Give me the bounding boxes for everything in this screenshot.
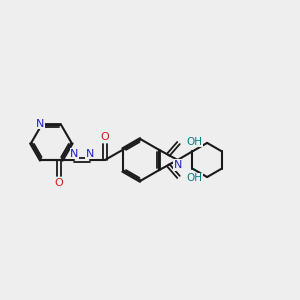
Text: N: N <box>85 148 94 158</box>
Text: O: O <box>100 132 109 142</box>
Text: N: N <box>36 119 44 129</box>
Text: OH: OH <box>187 173 203 183</box>
Text: O: O <box>55 178 63 188</box>
Text: OH: OH <box>187 136 203 147</box>
Text: N: N <box>70 148 79 158</box>
Text: N: N <box>173 160 182 170</box>
